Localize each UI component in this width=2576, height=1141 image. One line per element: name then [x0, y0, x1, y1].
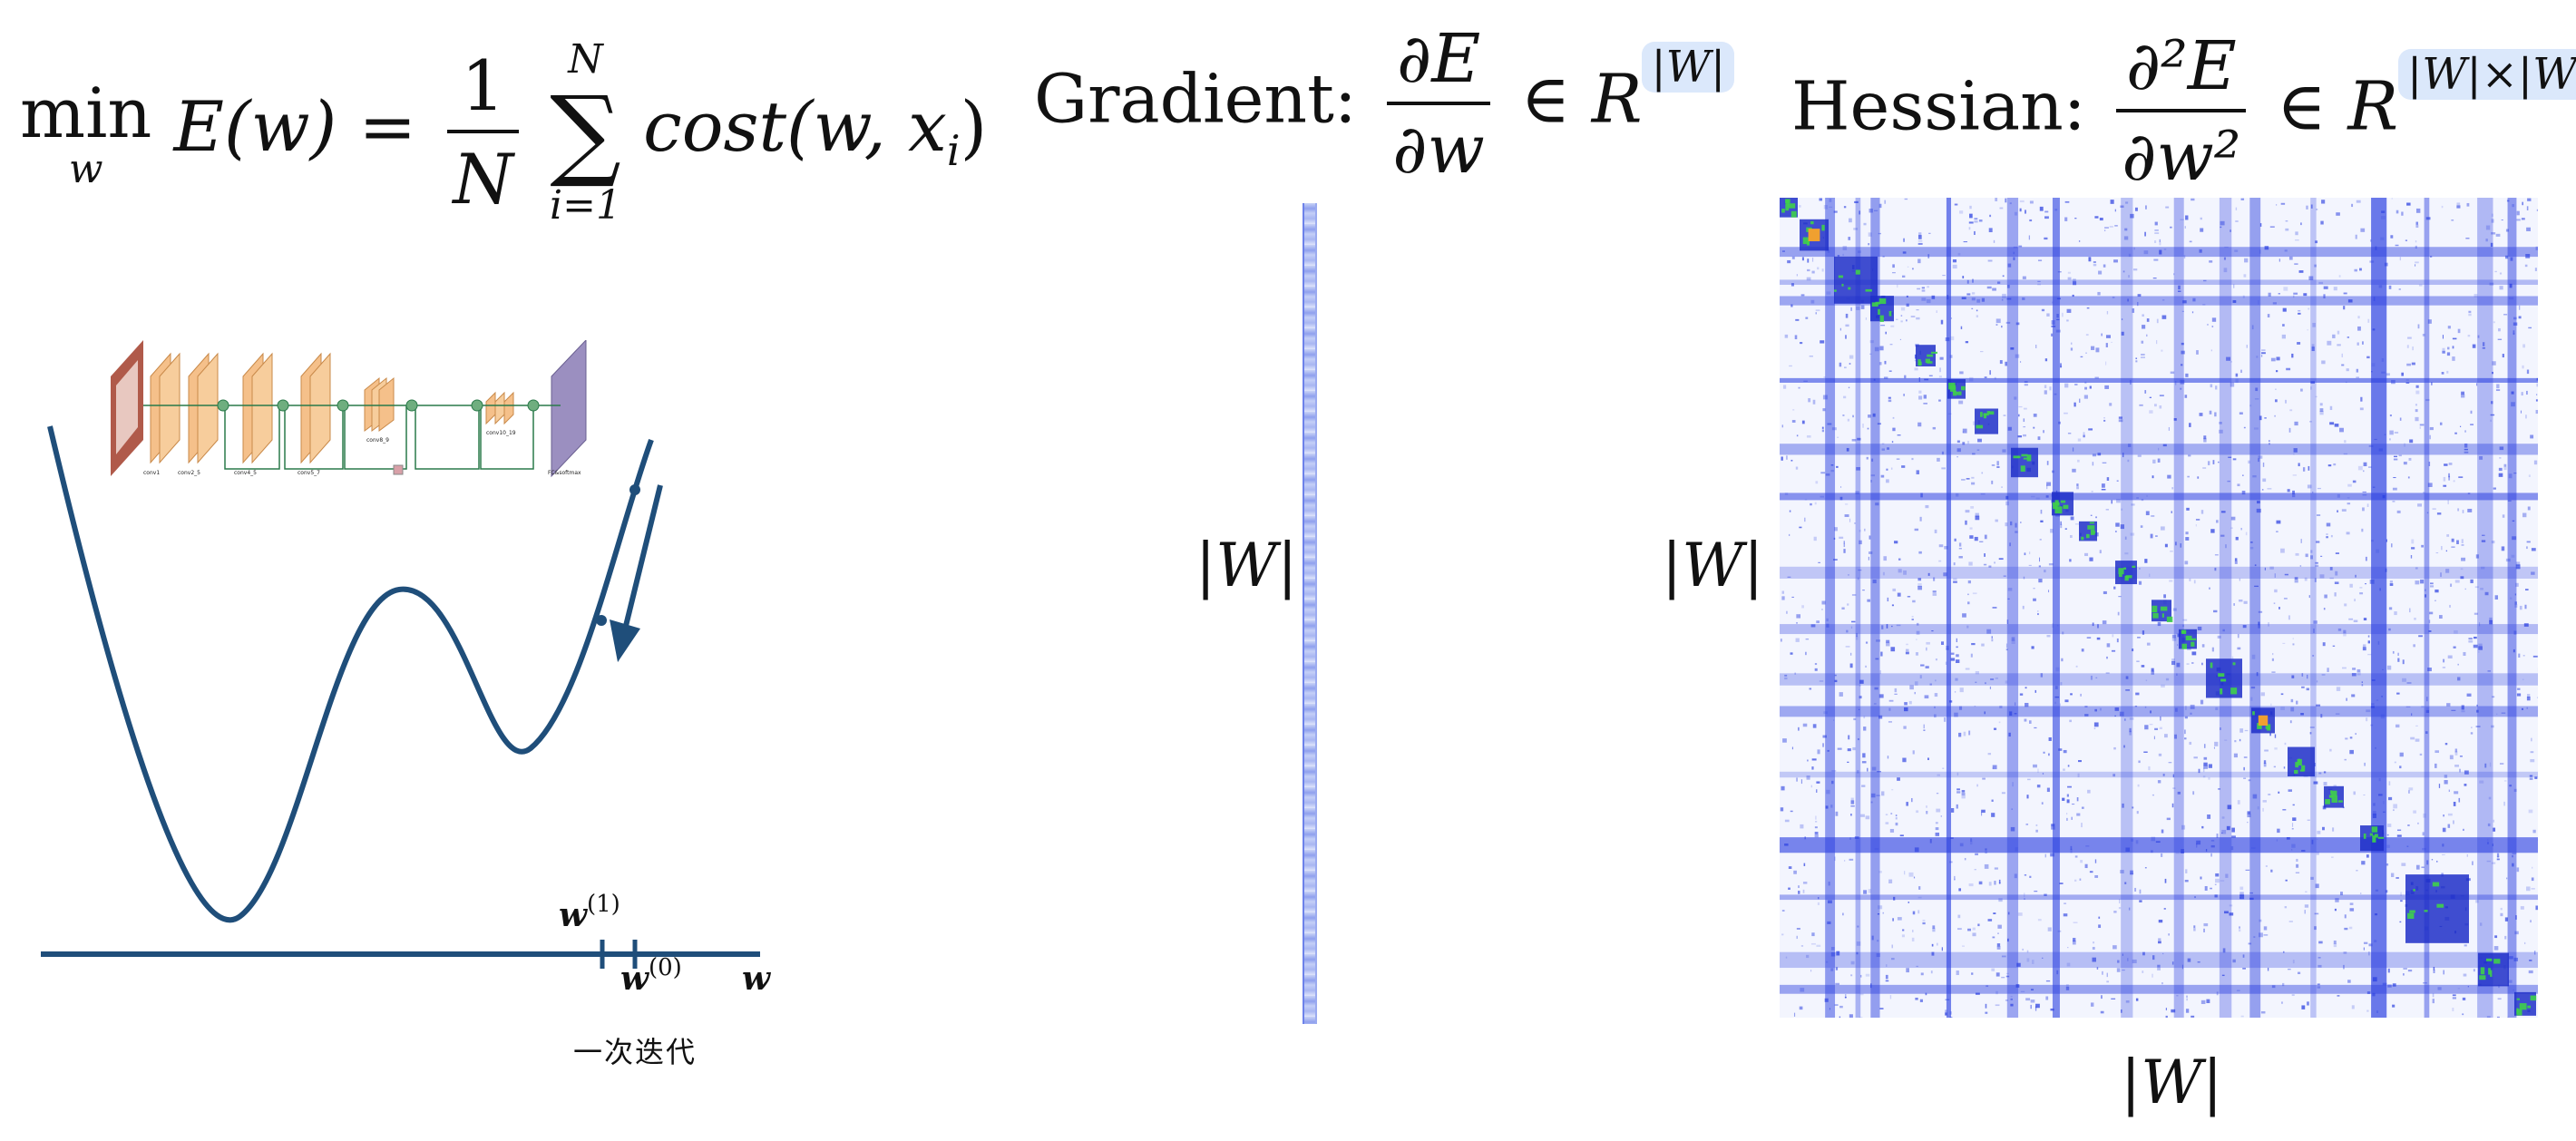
cnn-node — [527, 399, 540, 412]
w0-label: w(0) — [620, 954, 682, 998]
cnn-layer-block — [364, 376, 395, 432]
hessian-label: Hessian: — [1791, 67, 2086, 146]
cnn-layer-block — [150, 352, 181, 464]
hessian-den: ∂w² — [2116, 109, 2247, 196]
curve-point — [629, 484, 640, 495]
gradient-vector — [1303, 203, 1317, 1024]
gradient-dim-label: |W| — [1195, 531, 1298, 600]
descent-arrow-shaft — [623, 484, 663, 627]
cost-close: ) — [960, 86, 988, 167]
loss-curve — [47, 425, 654, 922]
curve-point — [596, 615, 607, 626]
cnn-label: FC&softmax — [548, 470, 581, 476]
gradient-formula: Gradient: ∂E ∂w ∈ R |W| — [1034, 20, 1735, 189]
cnn-node — [471, 399, 483, 412]
min-operator: min — [20, 73, 152, 153]
hessian-dim: |W|×|W| — [2398, 49, 2576, 101]
w1-label: w(1) — [559, 891, 620, 934]
loss-landscape — [41, 425, 760, 969]
cnn-label: conv2_5 — [178, 470, 200, 476]
cnn-small-block — [393, 464, 404, 475]
hessian-row-dim-label: |W| — [1662, 531, 1764, 600]
gradient-label: Gradient: — [1034, 60, 1357, 139]
cnn-layer-block — [188, 352, 219, 464]
cnn-node — [217, 399, 229, 412]
frac-numerator: 1 — [461, 45, 505, 126]
cost-term: cost(w, x — [643, 86, 947, 167]
cnn-layer-block — [485, 391, 514, 425]
gradient-num: ∂E — [1396, 20, 1481, 98]
hessian-num: ∂²E — [2125, 27, 2237, 105]
objective-formula: min w E(w) = 1 N N ∑ i=1 cost(w, xi) — [20, 36, 987, 229]
hessian-matrix — [1780, 198, 2538, 1018]
cnn-label: conv4_5 — [234, 470, 257, 476]
cnn-label: conv1 — [143, 470, 160, 476]
cnn-layer-block — [300, 352, 331, 464]
cnn-node — [405, 399, 418, 412]
cnn-input-image — [111, 340, 143, 476]
cnn-node — [337, 399, 349, 412]
cnn-label: conv10_19 — [486, 430, 516, 436]
cnn-node — [277, 399, 289, 412]
min-subscript: w — [68, 146, 103, 192]
cnn-label: conv8_9 — [366, 437, 389, 444]
frac-denominator: N — [447, 130, 519, 219]
gradient-dim: |W| — [1642, 42, 1735, 93]
w-axis-label: w — [742, 960, 770, 998]
cnn-fc-block — [551, 340, 587, 478]
hessian-col-dim-label: |W| — [2121, 1048, 2223, 1117]
hessian-formula: Hessian: ∂²E ∂w² ∈ R |W|×|W| — [1791, 27, 2576, 196]
descent-arrow-head — [610, 619, 640, 662]
cost-sub: i — [946, 126, 961, 175]
cnn-layer-block — [242, 352, 273, 464]
objective-lhs: E(w) = — [173, 86, 417, 167]
gradient-den: ∂w — [1387, 102, 1490, 189]
sum-upper: N — [568, 36, 603, 83]
cnn-architecture-diagram: conv1 conv2_5 conv4_5 conv5_7 conv8_9 co… — [111, 340, 587, 478]
sum-symbol: ∑ — [550, 74, 621, 190]
sum-lower: i=1 — [550, 182, 621, 229]
iteration-caption: 一次迭代 — [573, 1035, 698, 1069]
cnn-label: conv5_7 — [298, 470, 320, 476]
gradient-space: R — [1591, 60, 1643, 139]
hessian-space: R — [2347, 67, 2399, 146]
gradient-in: ∈ — [1520, 60, 1571, 139]
hessian-in: ∈ — [2277, 67, 2327, 146]
